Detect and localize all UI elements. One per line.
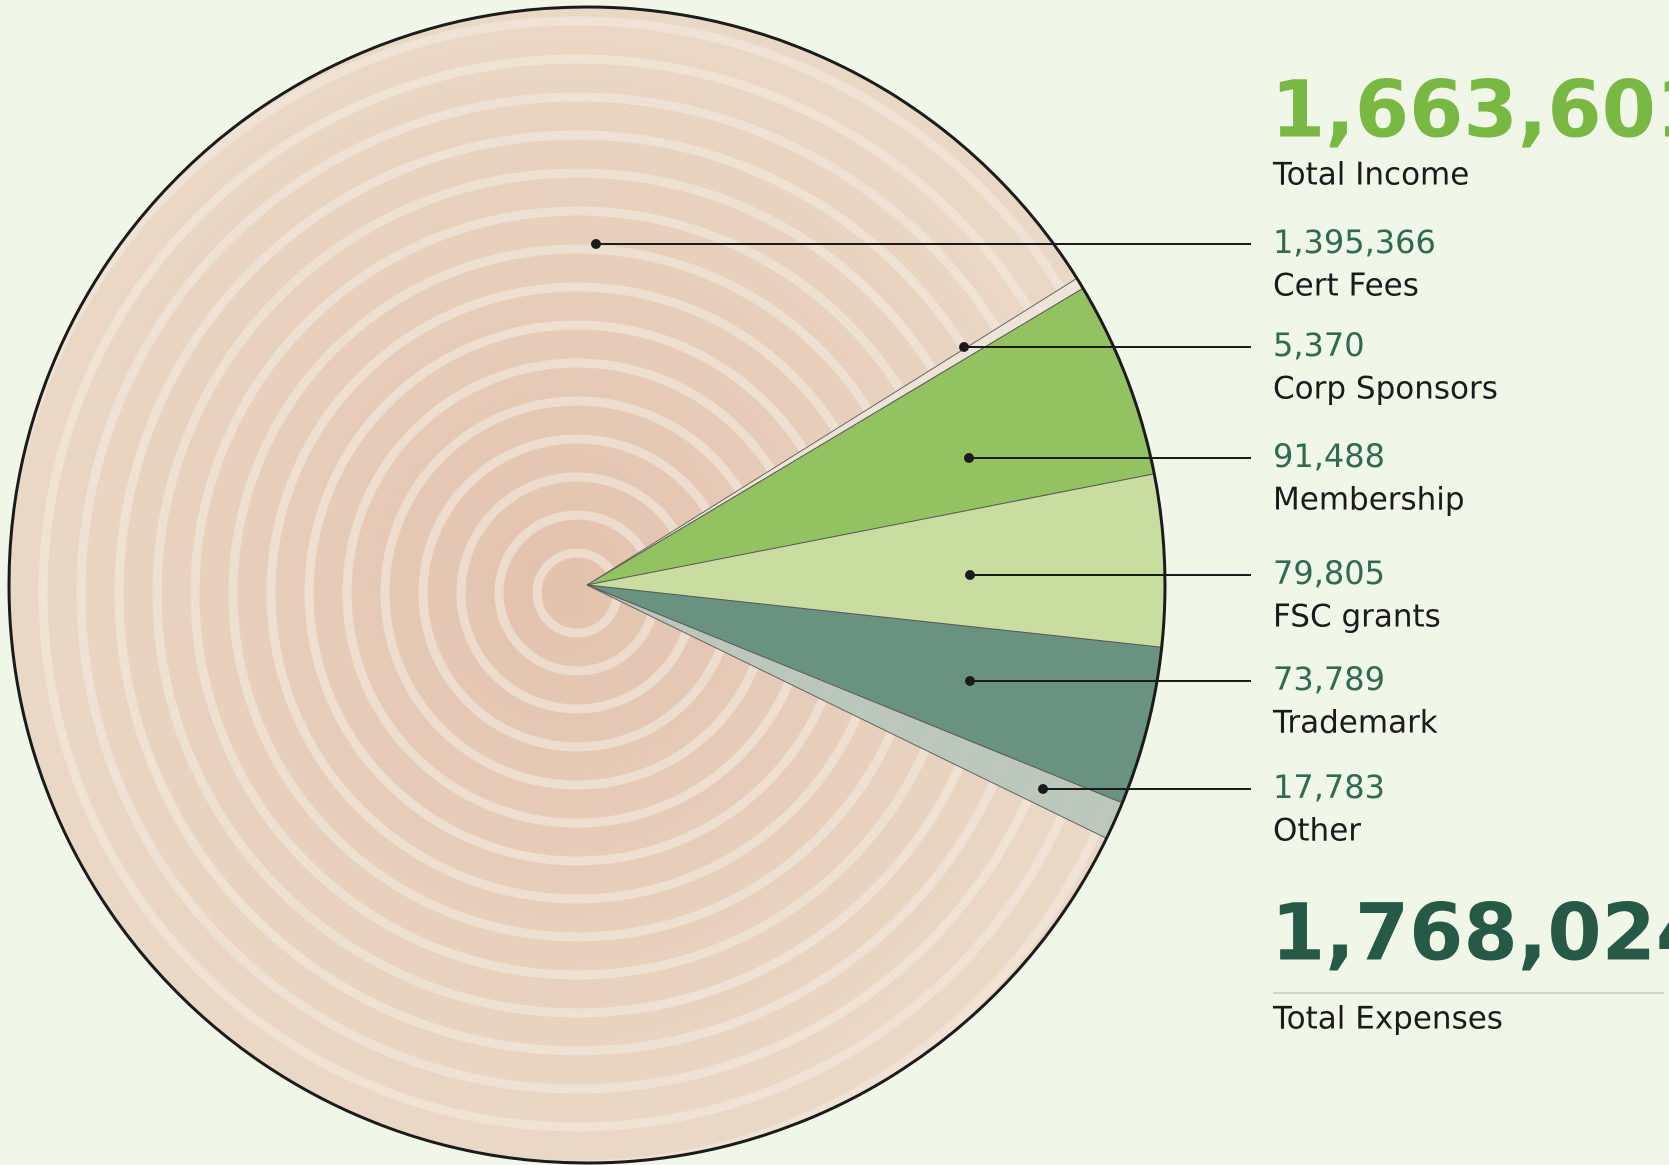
total-label: Total Income — [1272, 157, 1469, 193]
slice-value: 17,783 — [1273, 768, 1385, 806]
leader-dot — [591, 239, 601, 249]
slice-name: Other — [1273, 813, 1361, 849]
total-value: 1,663,601 — [1271, 65, 1669, 155]
leader-dot — [965, 570, 975, 580]
total-label: Total Expenses — [1272, 1001, 1503, 1037]
slice-name: Cert Fees — [1273, 268, 1419, 304]
leader-dot — [959, 342, 969, 352]
slice-value: 1,395,366 — [1273, 223, 1436, 261]
slice-value: 91,488 — [1273, 437, 1385, 475]
leader-dot — [965, 676, 975, 686]
leader-dot — [964, 453, 974, 463]
total-value: 1,768,024 — [1271, 888, 1669, 978]
slice-name: FSC grants — [1273, 599, 1441, 635]
slice-name: Corp Sponsors — [1273, 371, 1498, 407]
slice-value: 79,805 — [1273, 554, 1385, 592]
slice-name: Membership — [1273, 482, 1465, 518]
leader-dot — [1038, 784, 1048, 794]
slice-value: 73,789 — [1273, 660, 1385, 698]
slice-value: 5,370 — [1273, 326, 1365, 364]
slice-name: Trademark — [1272, 705, 1438, 741]
pie — [0, 0, 1187, 1165]
chart: 1,395,366 Cert Fees 5,370 Corp Sponsors 91,4… — [0, 0, 1669, 1165]
